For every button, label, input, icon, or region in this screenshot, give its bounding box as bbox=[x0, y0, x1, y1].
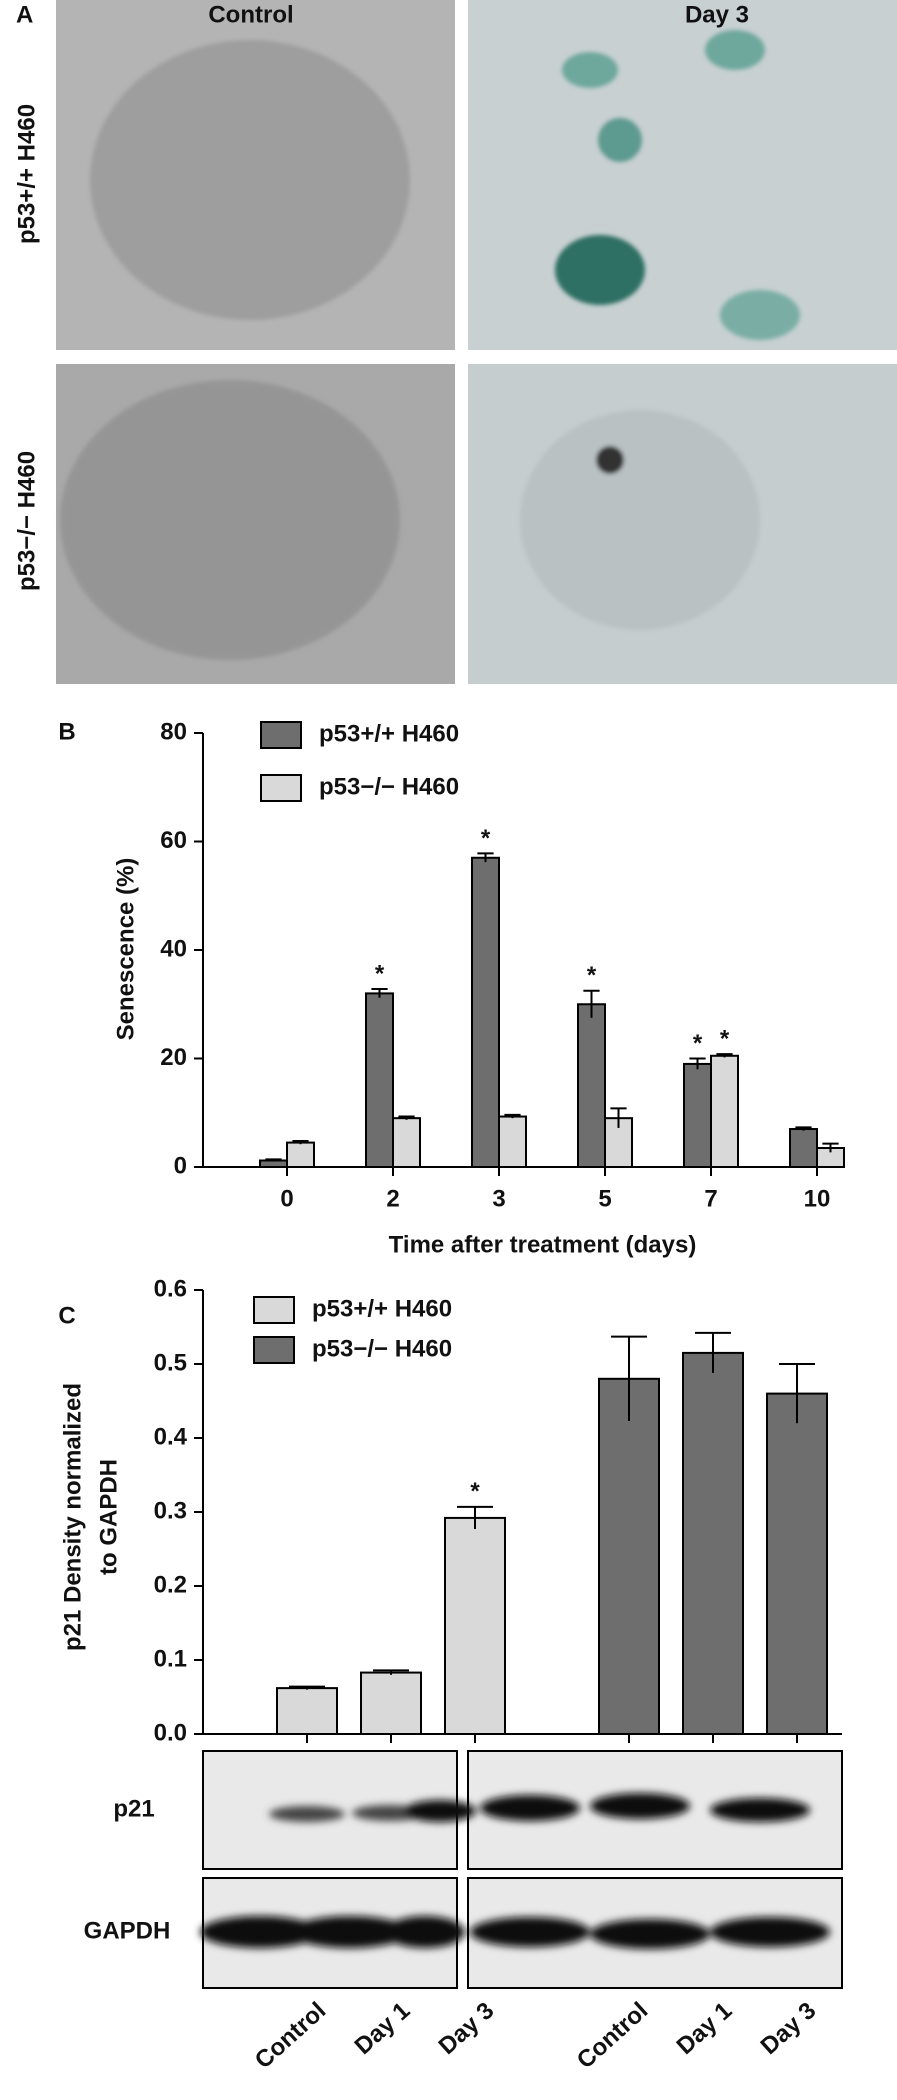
y-axis-label: to GAPDH bbox=[95, 1459, 122, 1575]
blot-row-label: GAPDH bbox=[84, 1917, 171, 1944]
significance: * bbox=[470, 1478, 480, 1505]
x-tick-label: 3 bbox=[492, 1185, 505, 1212]
panel-label: C bbox=[58, 1302, 75, 1329]
bar bbox=[360, 1671, 422, 1735]
y-axis-label: Senescence (%) bbox=[112, 858, 139, 1041]
micrograph bbox=[468, 0, 897, 350]
y-tick-label: 60 bbox=[160, 827, 187, 854]
panel-label: A bbox=[16, 1, 33, 28]
blot-row-label: p21 bbox=[113, 1795, 154, 1822]
bar bbox=[365, 992, 394, 1169]
bar bbox=[577, 1003, 606, 1168]
y-tick-label: 0.1 bbox=[154, 1645, 187, 1672]
legend-swatch bbox=[260, 774, 302, 802]
y-tick-label: 20 bbox=[160, 1044, 187, 1071]
significance: * bbox=[375, 960, 385, 987]
x-tick-label: Control bbox=[572, 1997, 653, 2074]
bar bbox=[710, 1054, 739, 1168]
x-tick-label: Day 1 bbox=[672, 1997, 738, 2060]
y-tick-label: 0 bbox=[174, 1152, 187, 1179]
y-tick-label: 0.4 bbox=[154, 1423, 188, 1450]
row-label: p53−/− H460 bbox=[13, 451, 40, 591]
column-label: Day 3 bbox=[685, 1, 749, 28]
x-tick-label: Day 3 bbox=[756, 1997, 822, 2060]
y-tick-label: 0.3 bbox=[154, 1497, 187, 1524]
legend-label: p53−/− H460 bbox=[312, 1335, 452, 1362]
significance: * bbox=[587, 962, 597, 989]
bar bbox=[286, 1141, 315, 1169]
legend-label: p53+/+ H460 bbox=[312, 1295, 452, 1322]
blot-bands bbox=[200, 1793, 830, 1949]
y-tick-label: 40 bbox=[160, 935, 187, 962]
x-axis-label: Time after treatment (days) bbox=[389, 1231, 697, 1258]
x-tick-label: 10 bbox=[804, 1185, 831, 1212]
y-tick-label: 0.2 bbox=[154, 1571, 187, 1598]
x-tick-label: Day 3 bbox=[434, 1997, 500, 2060]
legend-label: p53−/− H460 bbox=[319, 773, 459, 800]
y-axis-label: p21 Density normalized bbox=[59, 1383, 86, 1651]
bar bbox=[276, 1687, 338, 1735]
y-tick-label: 80 bbox=[160, 718, 187, 745]
legend-swatch bbox=[253, 1296, 295, 1324]
y-tick-label: 0.0 bbox=[154, 1719, 187, 1746]
legend-label: p53+/+ H460 bbox=[319, 720, 459, 747]
row-label: p53+/+ H460 bbox=[13, 104, 40, 244]
bar bbox=[682, 1351, 744, 1736]
bar bbox=[392, 1117, 421, 1169]
x-tick-label: 7 bbox=[704, 1185, 717, 1212]
bar bbox=[766, 1392, 828, 1735]
x-tick-label: 5 bbox=[598, 1185, 611, 1212]
x-tick-label: Day 1 bbox=[350, 1997, 416, 2060]
significance: * bbox=[720, 1026, 730, 1053]
bar bbox=[498, 1115, 527, 1168]
panel-label: B bbox=[58, 718, 75, 745]
bar bbox=[471, 856, 500, 1169]
y-tick-label: 0.6 bbox=[154, 1275, 187, 1302]
x-tick-label: 0 bbox=[280, 1185, 293, 1212]
significance: * bbox=[481, 825, 491, 852]
y-tick-label: 0.5 bbox=[154, 1349, 187, 1376]
bar bbox=[789, 1128, 818, 1169]
bar bbox=[683, 1062, 712, 1169]
x-tick-label: 2 bbox=[386, 1185, 399, 1212]
significance: * bbox=[693, 1030, 703, 1057]
x-tick-label: Control bbox=[250, 1997, 331, 2074]
legend-swatch bbox=[253, 1336, 295, 1364]
legend-swatch bbox=[260, 721, 302, 749]
cell-texture bbox=[60, 30, 800, 660]
column-label: Control bbox=[208, 1, 293, 28]
bar bbox=[444, 1516, 506, 1736]
bar bbox=[598, 1377, 660, 1736]
